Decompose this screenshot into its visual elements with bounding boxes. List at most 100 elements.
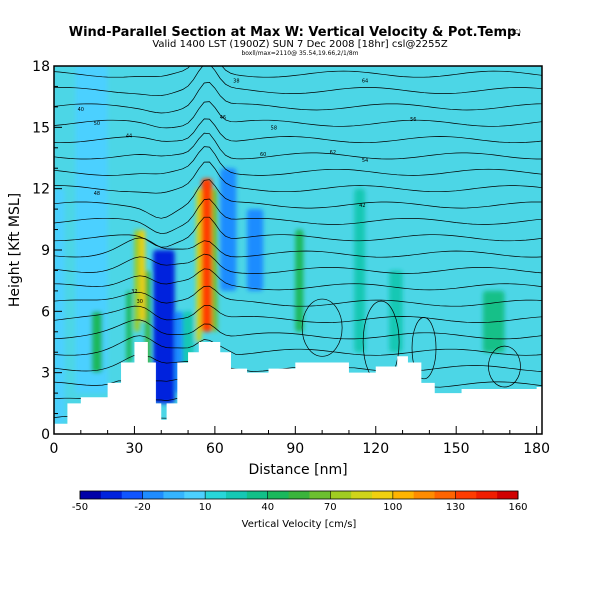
theta-contour-15: [54, 146, 542, 176]
potential-temperature-contours: [54, 66, 542, 419]
y-tick-label-1: 3: [41, 366, 50, 382]
velocity-cell-4: [134, 229, 140, 332]
contour-label-12: 62: [330, 150, 336, 156]
contour-label-9: 64: [362, 78, 368, 84]
theta-contour-12: [54, 198, 542, 235]
theta-contour-6: [54, 304, 542, 323]
y-axis-title: Height [Kft MSL]: [7, 193, 23, 307]
colorbar-swatch-14: [372, 491, 394, 499]
velocity-cell-17: [389, 270, 403, 353]
colorbar-tick-label-6: 130: [446, 502, 465, 513]
colorbar-swatch-20: [497, 491, 519, 499]
contour-label-10: 56: [410, 117, 416, 123]
theta-contour-1: [54, 397, 178, 401]
contour-label-4: 44: [126, 134, 132, 140]
y-axis: 0 3 6 9 12 15 18: [32, 59, 62, 443]
x-tick-label-3: 90: [286, 441, 304, 457]
colorbar-swatch-9: [267, 491, 290, 499]
contour-label-3: 50: [94, 121, 100, 127]
x-axis-title: Distance [nm]: [248, 462, 347, 478]
contour-label-7: 60: [260, 152, 266, 158]
theta-contour-18: [54, 101, 542, 129]
theta-contour-11: [54, 216, 542, 248]
terrain-mask: [54, 342, 542, 434]
contour-label-11: 54: [362, 158, 368, 164]
contour-label-0: 32: [131, 289, 137, 295]
theta-contour-2: [54, 378, 542, 388]
colorbar-swatch-5: [184, 491, 206, 499]
colorbar-tick-label-2: 10: [199, 502, 212, 513]
theta-contour-21: [54, 66, 542, 78]
colorbar-swatch-11: [309, 491, 331, 499]
colorbar-tick-label-5: 100: [383, 502, 402, 513]
valid-time-line: Valid 1400 LST (1900Z) SUN 7 Dec 2008 [1…: [152, 39, 448, 50]
colorbar-swatch-17: [434, 491, 456, 499]
colorbar-swatch-3: [142, 491, 164, 499]
velocity-cell-7: [153, 250, 175, 404]
x-axis: 0 30 60 90 120 150 180: [50, 426, 550, 457]
contour-label-1: 30: [137, 299, 143, 305]
x-tick-label-6: 180: [523, 441, 550, 457]
theta-closed-contour-0: [488, 345, 521, 388]
velocity-cell-3: [126, 290, 132, 363]
velocity-cell-2: [91, 311, 103, 373]
colorbar-swatch-8: [246, 491, 269, 499]
colorbar-tick-label-1: -20: [134, 502, 150, 513]
theta-contour-8: [54, 268, 542, 291]
colorbar-tick-label-3: 40: [261, 502, 274, 513]
theta-contour-20: [54, 66, 542, 97]
theta-contour-13: [54, 179, 542, 219]
velocity-cell-11: [201, 178, 213, 332]
contour-label-6: 58: [271, 125, 277, 131]
velocity-cell-16: [354, 188, 366, 353]
colorbar-swatch-15: [392, 491, 415, 499]
colorbar-swatch-0: [80, 491, 102, 499]
velocity-cell-15: [295, 229, 304, 332]
theta-contour-19: [54, 82, 542, 114]
x-tick-label-5: 150: [443, 441, 470, 457]
theta-contour-17: [54, 118, 542, 144]
velocity-cell-10: [196, 188, 202, 342]
contour-label-13: 42: [359, 203, 365, 209]
y-tick-label-5: 15: [32, 120, 50, 136]
velocity-cell-0: [54, 188, 65, 424]
chart-title: Wind-Parallel Section at Max W: Vertical…: [69, 25, 522, 40]
terrain: [54, 342, 542, 434]
colorbar-swatch-6: [205, 491, 227, 499]
y-tick-label-6: 18: [32, 59, 50, 75]
colorbar-swatch-16: [413, 491, 436, 499]
theta-contour-14: [54, 161, 542, 194]
theta-contour-16: [54, 132, 542, 160]
x-tick-label-1: 30: [126, 441, 144, 457]
theta-contour-10: [54, 237, 542, 258]
velocity-cell-14: [247, 209, 264, 291]
velocity-cell-1: [75, 66, 108, 394]
colorbar-swatch-19: [476, 491, 498, 499]
velocity-cell-13: [220, 168, 237, 291]
y-tick-label-2: 6: [41, 304, 50, 320]
contour-label-8: 38: [233, 78, 239, 84]
x-tick-label-2: 60: [206, 441, 224, 457]
x-tick-label-4: 120: [362, 441, 389, 457]
colorbar-swatch-1: [100, 491, 123, 499]
y-tick-label-3: 9: [41, 243, 50, 259]
colorbar-swatch-12: [330, 491, 352, 499]
theta-closed-contour-1: [411, 317, 437, 380]
theta-contour-9: [54, 253, 542, 274]
colorbar-swatch-7: [226, 491, 248, 499]
colorbar-swatch-4: [163, 491, 185, 499]
model-info-line: boxll/max=2110@ 35.54,19.66,2/1/8m: [242, 50, 359, 57]
colorbar-swatch-10: [288, 491, 310, 499]
y-tick-label-4: 12: [32, 182, 50, 198]
colorbar-tick-label-7: 160: [508, 502, 527, 513]
colorbar-tick-label-0: -50: [72, 502, 88, 513]
colorbar: -50 -20 10 40 70 100 130 160: [72, 490, 528, 513]
colorbar-swatch-13: [351, 491, 373, 499]
colorbar-tick-label-4: 70: [324, 502, 337, 513]
velocity-cell-5: [139, 229, 146, 322]
colorbar-swatch-18: [455, 491, 477, 499]
theta-contour-5: [54, 319, 542, 340]
colorbar-swatch-2: [121, 491, 144, 499]
